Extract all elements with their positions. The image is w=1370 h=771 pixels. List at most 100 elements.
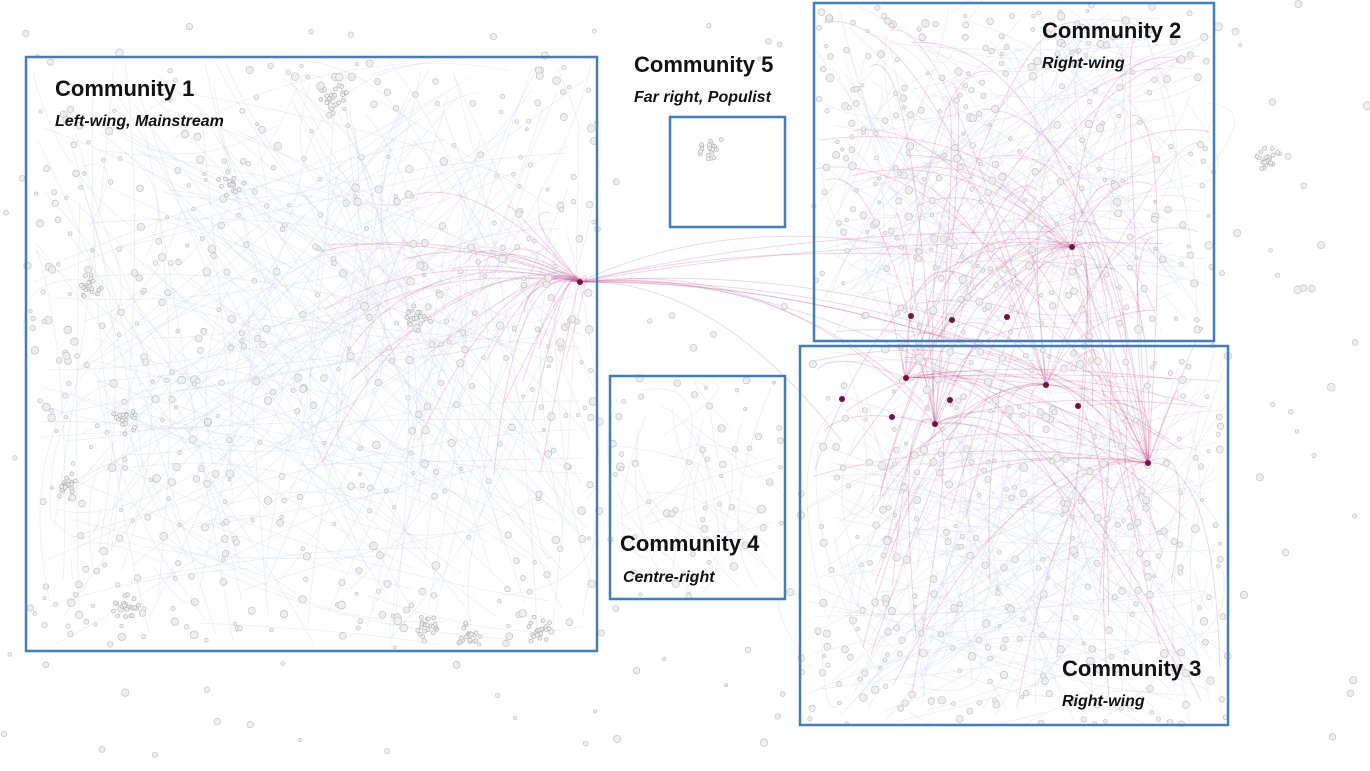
node xyxy=(38,109,43,114)
node xyxy=(34,191,39,196)
edge xyxy=(70,542,161,580)
node xyxy=(227,344,235,352)
node xyxy=(1217,422,1225,430)
edge xyxy=(1045,183,1123,386)
edge xyxy=(209,220,370,348)
edge xyxy=(552,133,579,629)
node xyxy=(936,469,944,477)
node xyxy=(892,165,899,171)
node xyxy=(233,539,240,546)
edge xyxy=(923,652,1071,712)
node xyxy=(822,654,827,658)
node xyxy=(372,440,381,450)
node xyxy=(969,142,976,149)
node xyxy=(168,98,173,103)
edge xyxy=(867,673,960,710)
edge xyxy=(366,244,563,610)
edge xyxy=(137,155,505,386)
node xyxy=(904,441,909,446)
node xyxy=(219,578,228,586)
node xyxy=(881,117,889,124)
edge xyxy=(134,104,407,410)
node xyxy=(542,280,550,288)
node xyxy=(1011,555,1019,563)
edge xyxy=(459,192,504,546)
node xyxy=(527,162,533,168)
node xyxy=(392,505,397,510)
node xyxy=(528,638,534,644)
node xyxy=(563,413,569,419)
node xyxy=(512,715,518,721)
node xyxy=(534,326,541,333)
node xyxy=(1113,663,1123,673)
node xyxy=(526,624,532,630)
community-subtitle: Left-wing, Mainstream xyxy=(55,113,224,130)
node xyxy=(309,129,314,134)
node xyxy=(882,230,888,236)
edge xyxy=(962,385,1217,451)
node xyxy=(1270,402,1276,408)
edge xyxy=(173,62,411,139)
node xyxy=(124,606,129,612)
node xyxy=(827,53,834,60)
edge xyxy=(556,66,580,134)
node xyxy=(223,176,228,182)
node xyxy=(1190,279,1199,288)
edge xyxy=(870,507,1059,573)
edge xyxy=(1024,266,1162,332)
node xyxy=(865,458,873,466)
node xyxy=(1026,214,1035,223)
node xyxy=(919,445,929,455)
node xyxy=(901,105,907,110)
node xyxy=(1308,284,1316,293)
node xyxy=(845,483,852,489)
node xyxy=(778,465,783,470)
edge xyxy=(1107,544,1215,716)
node xyxy=(119,624,124,629)
node xyxy=(877,461,887,471)
node xyxy=(1133,518,1142,527)
edge xyxy=(336,299,355,455)
edge xyxy=(838,492,874,518)
edge xyxy=(849,486,895,516)
node xyxy=(495,692,501,699)
node xyxy=(202,267,212,276)
node xyxy=(496,321,505,330)
node xyxy=(807,716,813,722)
edge xyxy=(818,114,1152,251)
node xyxy=(393,194,399,199)
node xyxy=(353,197,362,206)
edge xyxy=(908,401,1229,679)
node xyxy=(558,206,565,213)
node xyxy=(1041,677,1049,685)
node xyxy=(105,127,114,136)
node xyxy=(1199,326,1203,331)
node xyxy=(967,652,977,661)
edge xyxy=(132,214,316,336)
node xyxy=(347,482,355,491)
node xyxy=(853,86,859,92)
edge xyxy=(924,420,992,469)
node xyxy=(30,315,36,322)
hub-node xyxy=(949,317,955,323)
node xyxy=(832,443,841,451)
node xyxy=(1000,51,1005,57)
edge xyxy=(429,275,581,354)
node xyxy=(991,160,999,169)
node xyxy=(1197,463,1205,470)
edge xyxy=(273,291,388,588)
node xyxy=(1216,564,1221,569)
node xyxy=(547,412,556,421)
node xyxy=(477,151,485,159)
node xyxy=(116,534,124,542)
edge xyxy=(154,567,193,604)
node xyxy=(934,375,942,384)
node xyxy=(588,397,598,406)
node xyxy=(825,73,835,83)
node xyxy=(231,176,237,181)
node xyxy=(668,312,676,319)
edge xyxy=(103,77,469,352)
node xyxy=(1117,285,1122,290)
node xyxy=(204,418,212,426)
edge xyxy=(813,589,1196,654)
